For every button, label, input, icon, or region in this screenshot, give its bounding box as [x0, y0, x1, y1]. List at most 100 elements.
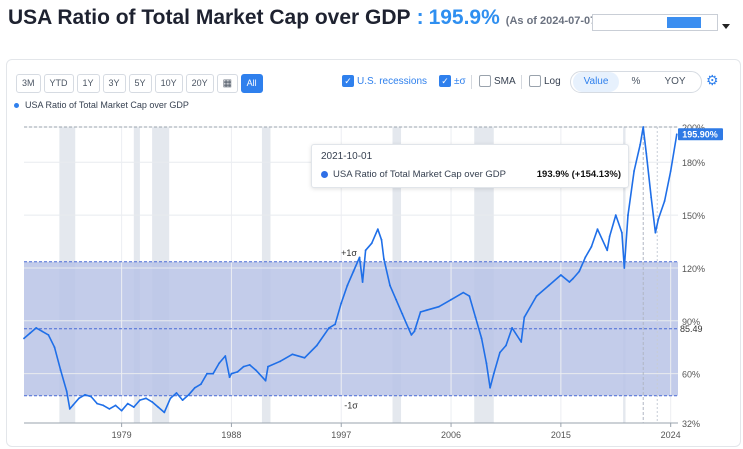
series-point — [236, 371, 239, 373]
chart-legend[interactable]: USA Ratio of Total Market Cap over GDP — [14, 100, 189, 110]
series-point — [364, 249, 367, 252]
series-point — [511, 326, 513, 329]
series-point — [248, 363, 251, 366]
series-point — [361, 281, 364, 283]
series-point — [163, 411, 166, 414]
title-separator: : — [416, 6, 424, 29]
series-point — [315, 344, 318, 347]
series-point — [623, 267, 626, 269]
series-point — [559, 274, 562, 276]
series-point — [468, 295, 471, 298]
display-mode-selector: Value % YOY — [570, 71, 702, 93]
series-point — [78, 397, 80, 400]
mini-range-fill — [667, 17, 701, 28]
series-point — [584, 256, 587, 259]
series-point — [596, 228, 599, 231]
range-3y-button[interactable]: 3Y — [102, 74, 126, 93]
range-all-button[interactable]: All — [240, 74, 263, 93]
log-label: Log — [544, 75, 561, 87]
chevron-down-icon[interactable] — [722, 24, 730, 29]
calendar-icon[interactable]: ▦ — [216, 74, 238, 93]
range-10y-button[interactable]: 10Y — [154, 74, 183, 93]
series-point — [480, 337, 483, 340]
series-point — [114, 404, 117, 407]
range-5y-button[interactable]: 5Y — [128, 74, 152, 93]
series-point — [608, 235, 611, 238]
series-point — [395, 298, 398, 301]
series-point — [340, 302, 343, 305]
mode-yoy-button[interactable]: YOY — [664, 76, 686, 87]
series-point — [606, 249, 609, 252]
series-point — [169, 397, 172, 400]
series-point — [485, 362, 488, 364]
tooltip-marker — [321, 171, 328, 178]
series-point — [633, 170, 635, 172]
series-point — [291, 353, 294, 356]
recessions-label: U.S. recessions — [357, 75, 428, 87]
series-point — [224, 355, 227, 357]
minus-sigma-label: -1σ — [344, 401, 358, 411]
x-tick-label: 2006 — [441, 430, 461, 440]
y-tick-label: 120% — [682, 264, 705, 274]
series-point — [242, 365, 245, 368]
series-point — [657, 217, 660, 220]
sigma-toggle[interactable]: ✓ ±σ — [439, 75, 466, 87]
series-point — [200, 383, 202, 386]
series-point — [303, 356, 306, 359]
mini-range-slider[interactable] — [592, 14, 718, 31]
time-range-selector: 3M YTD 1Y 3Y 5Y 10Y 20Y ▦ All — [16, 74, 263, 93]
x-tick-label: 1988 — [221, 430, 241, 440]
sma-toggle[interactable]: SMA — [479, 75, 516, 87]
series-point — [620, 231, 623, 234]
series-point — [120, 409, 123, 412]
series-point — [352, 270, 355, 273]
series-point — [380, 238, 383, 241]
mean-value-label: 85.49 — [680, 324, 703, 334]
range-20y-button[interactable]: 20Y — [185, 74, 214, 93]
check-icon: ✓ — [342, 75, 354, 87]
series-point — [492, 372, 495, 375]
series-point — [218, 362, 221, 364]
check-icon: ✓ — [439, 75, 451, 87]
y-tick-label: 180% — [682, 158, 705, 168]
series-point — [157, 406, 160, 409]
divider — [521, 75, 522, 89]
series-point — [228, 376, 231, 379]
mode-percent-button[interactable]: % — [631, 76, 641, 87]
series-point — [462, 291, 465, 294]
x-tick-label: 1979 — [112, 430, 132, 440]
series-point — [650, 196, 653, 199]
tooltip-series: USA Ratio of Total Market Cap over GDP — [333, 169, 507, 180]
series-point — [505, 344, 507, 347]
series-point — [108, 408, 111, 410]
series-point — [59, 369, 62, 372]
gear-icon[interactable]: ⚙ — [706, 72, 719, 88]
series-point — [669, 170, 672, 172]
log-toggle[interactable]: Log — [529, 75, 561, 87]
recessions-toggle[interactable]: ✓ U.S. recessions — [342, 75, 427, 87]
tooltip-value: 193.9% (+154.13%) — [536, 169, 621, 180]
series-point — [419, 311, 422, 313]
range-1y-button[interactable]: 1Y — [76, 74, 100, 93]
range-ytd-button[interactable]: YTD — [43, 74, 74, 93]
series-point — [535, 295, 538, 298]
range-3m-button[interactable]: 3M — [16, 74, 41, 93]
series-point — [212, 372, 215, 375]
series-point — [358, 256, 361, 259]
checkbox-icon — [479, 75, 491, 87]
sma-label: SMA — [494, 75, 516, 87]
series-point — [498, 351, 501, 354]
series-point — [71, 404, 74, 407]
series-point — [376, 228, 379, 231]
series-point — [578, 270, 581, 273]
series-point — [230, 372, 233, 375]
series-point — [370, 242, 373, 245]
y-tick-label: 90% — [682, 317, 700, 327]
mode-value-button[interactable]: Value — [573, 72, 619, 92]
series-point — [53, 346, 56, 349]
series-point — [489, 386, 491, 389]
series-point — [675, 133, 678, 136]
series-point — [68, 408, 71, 410]
series-line[interactable] — [23, 126, 678, 414]
